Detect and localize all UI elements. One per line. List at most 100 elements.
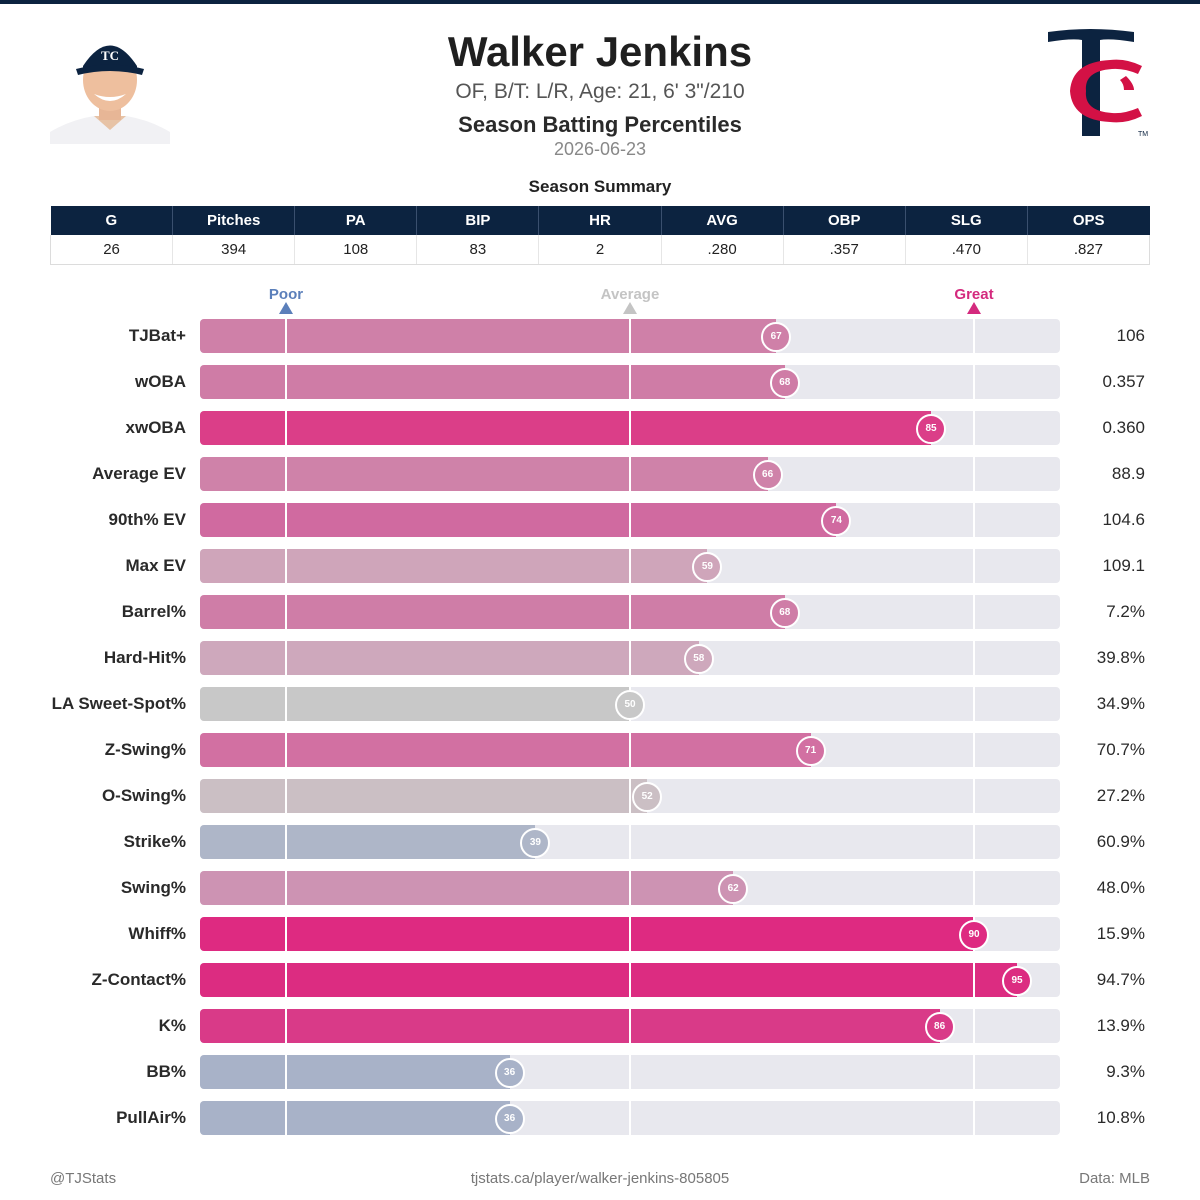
- summary-header-cell: SLG: [905, 206, 1028, 235]
- metric-row: Average EV 66 88.9: [0, 457, 1200, 491]
- metric-row: Max EV 59 109.1: [0, 549, 1200, 583]
- metric-value: 109.1: [1102, 556, 1145, 575]
- percentile-badge: 52: [632, 782, 663, 812]
- legend-poor-marker: [279, 302, 293, 314]
- summary-header-cell: G: [50, 206, 174, 235]
- metric-row: Strike% 39 60.9%: [0, 825, 1200, 859]
- metric-label: Average EV: [92, 464, 186, 483]
- metric-value: 27.2%: [1096, 786, 1145, 805]
- metric-label: wOBA: [135, 372, 186, 391]
- legend-great-marker: [967, 302, 981, 314]
- percentile-track: [200, 319, 1060, 353]
- percentile-bar: [200, 963, 1017, 997]
- summary-value-cell: 83: [416, 235, 540, 265]
- percentile-badge: 39: [520, 828, 551, 858]
- metric-label: BB%: [146, 1062, 186, 1081]
- percentile-badge: 36: [494, 1104, 525, 1134]
- percentile-track: [200, 457, 1060, 491]
- metric-value: 10.8%: [1096, 1108, 1145, 1127]
- percentile-badge: 74: [821, 506, 852, 536]
- reference-line: [285, 1009, 287, 1043]
- percentile-bar: [200, 411, 931, 445]
- metric-row: O-Swing% 52 27.2%: [0, 779, 1200, 813]
- summary-value-cell: 2: [538, 235, 662, 265]
- percentile-badge: 50: [615, 690, 645, 720]
- percentile-track: [200, 963, 1060, 997]
- metric-label: xwOBA: [125, 418, 186, 437]
- reference-line: [973, 641, 975, 675]
- metric-value: 60.9%: [1096, 832, 1145, 851]
- percentile-track: [200, 1101, 1060, 1135]
- metric-value: 0.357: [1102, 372, 1145, 391]
- reference-line: [629, 963, 631, 997]
- percentile-badge: 66: [752, 460, 783, 490]
- metric-label: K%: [158, 1016, 186, 1035]
- metric-row: Z-Contact% 95 94.7%: [0, 963, 1200, 997]
- metric-row: wOBA 68 0.357: [0, 365, 1200, 399]
- reference-line: [285, 825, 287, 859]
- metric-value: 48.0%: [1096, 878, 1145, 897]
- reference-line: [973, 733, 975, 767]
- reference-line: [973, 1101, 975, 1135]
- percentile-bar: [200, 779, 648, 813]
- metric-row: Z-Swing% 71 70.7%: [0, 733, 1200, 767]
- footer-url: tjstats.ca/player/walker-jenkins-805805: [470, 1170, 730, 1187]
- percentile-track: [200, 733, 1060, 767]
- reference-line: [973, 595, 975, 629]
- summary-header-cell: Pitches: [172, 206, 296, 235]
- summary-value-cell: 26: [49, 235, 174, 265]
- metric-label: Whiff%: [128, 924, 186, 943]
- percentile-bar: [200, 503, 837, 537]
- reference-line: [285, 779, 287, 813]
- reference-line: [629, 319, 631, 353]
- reference-line: [973, 825, 975, 859]
- metric-value: 88.9: [1111, 464, 1145, 483]
- team-logo: TM: [1030, 24, 1152, 144]
- reference-line: [285, 595, 287, 629]
- metric-label: Hard-Hit%: [103, 648, 186, 667]
- legend-poor-label: Poor: [268, 286, 304, 303]
- summary-value-cell: .357: [783, 235, 906, 265]
- percentile-track: [200, 1055, 1060, 1089]
- reference-line: [629, 641, 631, 675]
- metric-label: Max EV: [125, 556, 186, 575]
- player-name: Walker Jenkins: [447, 28, 753, 75]
- reference-line: [629, 1055, 631, 1089]
- summary-value-cell: .470: [905, 235, 1028, 265]
- footer-handle: @TJStats: [50, 1170, 117, 1187]
- reference-line: [973, 319, 975, 353]
- metric-row: Whiff% 90 15.9%: [0, 917, 1200, 951]
- reference-line: [285, 963, 287, 997]
- percentile-bar: [200, 733, 811, 767]
- reference-line: [629, 779, 631, 813]
- metric-value: 70.7%: [1096, 740, 1145, 759]
- summary-header-row: G Pitches PA BIP HR AVG OBP SLG OPS: [50, 206, 1150, 235]
- legend-great-label: Great: [954, 286, 994, 303]
- metric-value: 15.9%: [1096, 924, 1145, 943]
- summary-value-cell: .280: [661, 235, 784, 265]
- svg-text:TC: TC: [101, 48, 119, 63]
- summary-header-cell: OBP: [783, 206, 906, 235]
- metric-row: TJBat+ 67 106: [0, 319, 1200, 353]
- reference-line: [285, 641, 287, 675]
- percentile-track: [200, 871, 1060, 905]
- percentile-bar: [200, 1101, 510, 1135]
- reference-line: [629, 1009, 631, 1043]
- summary-header-cell: AVG: [661, 206, 784, 235]
- summary-header-cell: PA: [294, 206, 418, 235]
- metric-row: Hard-Hit% 58 39.8%: [0, 641, 1200, 675]
- reference-line: [629, 549, 631, 583]
- percentile-badge: 36: [494, 1058, 525, 1088]
- reference-line: [285, 549, 287, 583]
- section-title: Season Batting Percentiles: [458, 112, 742, 137]
- percentile-bar: [200, 687, 630, 721]
- summary-header-cell: BIP: [416, 206, 540, 235]
- percentile-track: [200, 825, 1060, 859]
- summary-header-cell: OPS: [1027, 206, 1150, 235]
- reference-line: [285, 871, 287, 905]
- metric-label: Swing%: [120, 878, 186, 897]
- percentile-badge: 86: [924, 1012, 955, 1042]
- metric-row: 90th% EV 74 104.6: [0, 503, 1200, 537]
- percentile-bar: [200, 871, 734, 905]
- metric-value: 106: [1116, 326, 1145, 345]
